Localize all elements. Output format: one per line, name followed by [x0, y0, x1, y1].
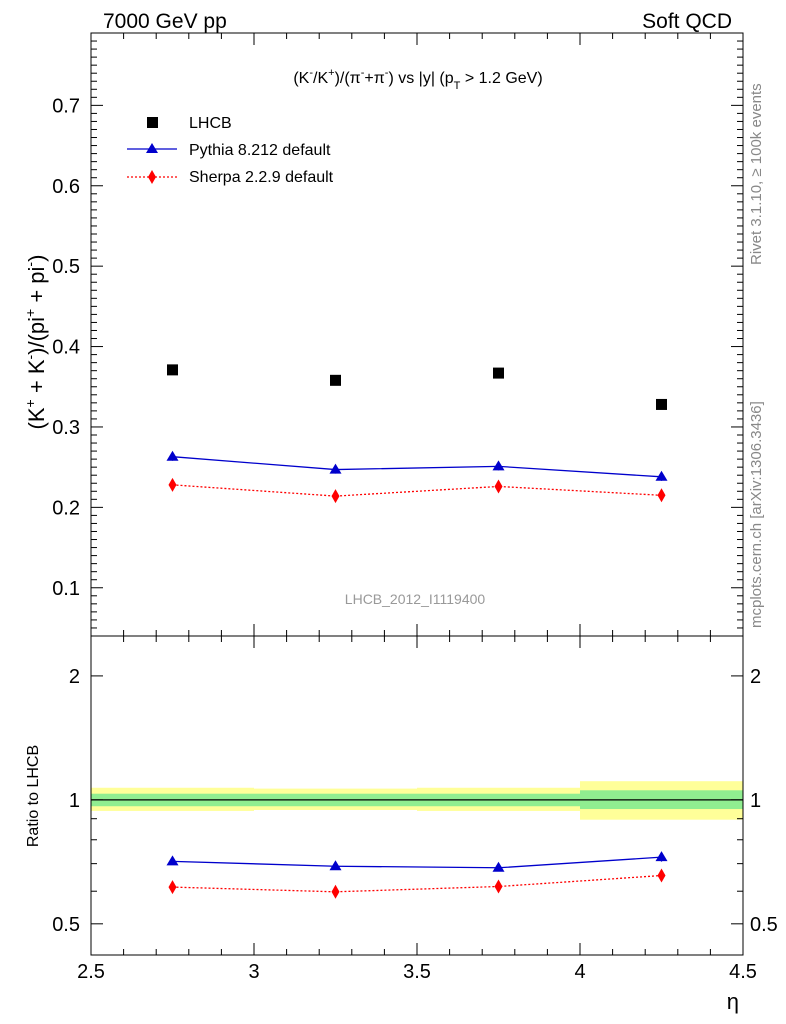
main-sherpa-point	[168, 477, 177, 492]
mcplots-label: mcplots.cern.ch [arXiv:1306.3436]	[748, 401, 765, 628]
main-y-tick-label: 0.3	[52, 417, 80, 439]
ratio-pythia-line	[172, 856, 662, 869]
legend-marker-sherpa	[148, 170, 156, 184]
main-sherpa-point	[494, 479, 503, 494]
ratio-y-tick-label: 2	[69, 666, 80, 688]
x-tick-label: 4.5	[729, 961, 757, 983]
ratio-y-tick-label-right: 2	[750, 666, 761, 688]
ratio-y-axis-label: Ratio to LHCB	[25, 745, 42, 847]
ratio-sherpa-point	[331, 884, 340, 899]
legend-label-sherpa: Sherpa 2.2.9 default	[189, 169, 334, 186]
ratio-y-tick-label-right: 0.5	[750, 914, 778, 936]
x-tick-label: 2.5	[77, 961, 105, 983]
main-y-tick-label: 0.4	[52, 337, 80, 359]
x-axis-label: η	[727, 989, 739, 1014]
ratio-sherpa-line	[172, 874, 662, 893]
legend-marker-pythia	[146, 143, 158, 153]
x-tick-label: 4	[574, 961, 585, 983]
legend-label-lhcb: LHCB	[189, 115, 232, 132]
main-pythia-line	[172, 456, 662, 478]
main-y-tick-label: 0.2	[52, 497, 80, 519]
ratio-y-tick-label: 0.5	[52, 914, 80, 936]
ratio-sherpa-point	[657, 868, 666, 883]
x-tick-label: 3	[248, 961, 259, 983]
main-series	[166, 364, 668, 504]
ratio-y-tick-label: 1	[69, 790, 80, 812]
main-sherpa-line	[172, 484, 662, 497]
main-lhcb-point	[656, 398, 667, 410]
ratio-sherpa-point	[494, 879, 503, 894]
main-sherpa-point	[657, 488, 666, 503]
main-y-tick-label: 0.5	[52, 256, 80, 278]
legend-marker-lhcb	[147, 117, 158, 128]
analysis-label: LHCB_2012_I1119400	[345, 591, 486, 607]
ratio-pythia-point	[492, 861, 505, 872]
legend: LHCB Pythia 8.212 default Sherpa 2.2.9 d…	[127, 115, 334, 186]
main-y-tick-label: 0.1	[52, 578, 80, 600]
main-lhcb-point	[167, 364, 178, 376]
ratio-sherpa-point	[168, 880, 177, 895]
main-y-axis-label: (K+ + K-)/(pi+ + pi-)	[22, 255, 49, 430]
main-pythia-point	[655, 470, 668, 481]
main-pythia-point	[329, 463, 342, 474]
ratio-bands	[91, 781, 743, 820]
ratio-series	[166, 851, 668, 899]
main-lhcb-point	[330, 374, 341, 386]
main-pythia-point	[492, 460, 505, 471]
ratio-pythia-point	[166, 855, 179, 866]
main-title: (K-/K+)/(π-+π-) vs |y| (pT > 1.2 GeV)	[293, 67, 542, 92]
header-right: Soft QCD	[642, 10, 732, 33]
main-y-tick-label: 0.6	[52, 176, 80, 198]
ratio-pythia-point	[655, 851, 668, 862]
ratio-panel: 0.5 0.5 1 1 2 2 2.5 3 3.5 4 4.5	[52, 635, 778, 983]
legend-label-pythia: Pythia 8.212 default	[189, 142, 331, 159]
rivet-label: Rivet 3.1.10, ≥ 100k events	[748, 83, 765, 265]
header-left: 7000 GeV pp	[103, 10, 227, 33]
main-y-tick-label: 0.7	[52, 95, 80, 117]
x-tick-label: 3.5	[403, 961, 431, 983]
main-pythia-point	[166, 450, 179, 461]
ratio-y-tick-label-right: 1	[750, 790, 761, 812]
main-sherpa-point	[331, 489, 340, 504]
main-lhcb-point	[493, 367, 504, 379]
ratio-pythia-point	[329, 860, 342, 871]
